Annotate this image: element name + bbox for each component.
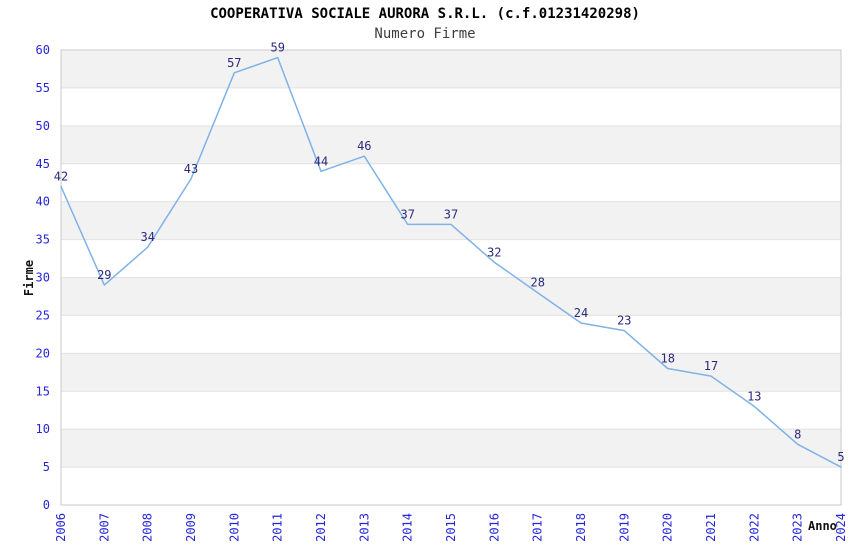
x-tick-label: 2015 [444, 513, 458, 542]
plot-border [60, 49, 842, 506]
x-tick-label: 2024 [834, 513, 848, 542]
data-label: 59 [270, 41, 284, 55]
x-tick-label: 2016 [487, 513, 501, 542]
data-label: 29 [97, 268, 111, 282]
y-tick-label: 15 [36, 384, 50, 398]
y-tick-label: 20 [36, 346, 50, 360]
x-tick-label: 2012 [314, 513, 328, 542]
y-tick-label: 55 [36, 81, 50, 95]
x-tick-label: 2009 [184, 513, 198, 542]
data-label: 37 [400, 207, 414, 221]
data-label: 42 [54, 170, 68, 184]
data-label: 5 [837, 450, 844, 464]
x-tick-label: 2011 [271, 513, 285, 542]
y-tick-label: 25 [36, 308, 50, 322]
x-tick-label: 2022 [747, 513, 761, 542]
data-label: 28 [530, 276, 544, 290]
data-label: 44 [314, 154, 328, 168]
data-label: 34 [140, 230, 154, 244]
y-tick-label: 5 [43, 460, 50, 474]
plot-band [61, 50, 841, 88]
data-line [60, 56, 842, 468]
x-tick-label: 2020 [661, 513, 675, 542]
data-label: 18 [660, 352, 674, 366]
x-tick-label: 2019 [617, 513, 631, 542]
x-tick-label: 2007 [97, 513, 111, 542]
y-tick-label: 40 [36, 195, 50, 209]
y-tick-label: 50 [36, 119, 50, 133]
y-tick-label: 30 [36, 271, 50, 285]
x-tick-label: 2021 [704, 513, 718, 542]
y-tick-label: 10 [36, 422, 50, 436]
data-label: 17 [704, 359, 718, 373]
data-label: 46 [357, 139, 371, 153]
y-tick-label: 0 [43, 498, 50, 512]
data-label: 43 [184, 162, 198, 176]
plot-band [61, 353, 841, 392]
plot-band [61, 429, 841, 468]
data-label: 57 [227, 56, 241, 70]
y-tick-label: 60 [36, 43, 50, 57]
x-tick-label: 2008 [141, 513, 155, 542]
plot-band [61, 125, 841, 164]
data-label: 24 [574, 306, 588, 320]
x-tick-label: 2013 [357, 513, 371, 542]
plot-band [61, 277, 841, 316]
x-tick-label: 2010 [227, 513, 241, 542]
plot-band [61, 201, 841, 240]
data-label: 13 [747, 389, 761, 403]
data-label: 8 [794, 427, 801, 441]
x-tick-label: 2017 [531, 513, 545, 542]
x-tick-label: 2006 [54, 513, 68, 542]
x-tick-label: 2014 [401, 513, 415, 542]
data-label: 37 [444, 207, 458, 221]
chart-subtitle: Numero Firme [374, 26, 476, 42]
data-label: 23 [617, 314, 631, 328]
y-tick-label: 45 [36, 157, 50, 171]
x-tick-label: 2023 [791, 513, 805, 542]
chart-title: COOPERATIVA SOCIALE AURORA S.R.L. (c.f.0… [210, 6, 640, 22]
y-tick-label: 35 [36, 233, 50, 247]
x-tick-label: 2018 [574, 513, 588, 542]
data-label: 32 [487, 245, 501, 259]
x-axis-label: Anno [808, 519, 837, 533]
